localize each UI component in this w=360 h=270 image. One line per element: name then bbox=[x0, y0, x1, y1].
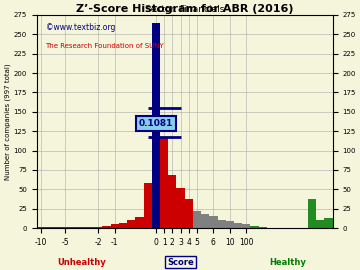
Bar bbox=[176, 188, 185, 228]
Bar bbox=[53, 227, 61, 228]
Bar bbox=[152, 23, 160, 228]
Bar bbox=[111, 224, 119, 228]
Text: Healthy: Healthy bbox=[269, 258, 306, 266]
Text: Score: Score bbox=[167, 258, 194, 266]
Bar bbox=[69, 227, 78, 228]
Bar bbox=[135, 217, 144, 228]
Bar bbox=[242, 224, 251, 228]
Bar bbox=[103, 226, 111, 228]
Bar bbox=[127, 220, 135, 228]
Bar bbox=[185, 199, 193, 228]
Bar bbox=[119, 223, 127, 228]
Bar bbox=[78, 227, 86, 228]
Bar bbox=[201, 214, 209, 228]
Bar bbox=[37, 227, 45, 228]
Bar bbox=[316, 220, 324, 228]
Bar bbox=[217, 220, 226, 228]
Text: 0.1081: 0.1081 bbox=[139, 119, 173, 128]
Bar bbox=[45, 227, 53, 228]
Bar bbox=[86, 227, 94, 228]
Bar bbox=[94, 227, 103, 228]
Y-axis label: Number of companies (997 total): Number of companies (997 total) bbox=[4, 63, 11, 180]
Bar bbox=[308, 200, 316, 228]
Title: Z’-Score Histogram for ABR (2016): Z’-Score Histogram for ABR (2016) bbox=[76, 4, 293, 14]
Bar bbox=[209, 217, 217, 228]
Bar bbox=[144, 183, 152, 228]
Bar bbox=[324, 218, 333, 228]
Bar bbox=[193, 211, 201, 228]
Bar bbox=[226, 221, 234, 228]
Bar bbox=[251, 226, 258, 228]
Bar bbox=[61, 227, 69, 228]
Text: Sector: Financials: Sector: Financials bbox=[145, 5, 224, 14]
Bar bbox=[168, 176, 176, 228]
Bar bbox=[258, 227, 267, 228]
Bar bbox=[160, 137, 168, 228]
Text: The Research Foundation of SUNY: The Research Foundation of SUNY bbox=[46, 43, 164, 49]
Text: ©www.textbiz.org: ©www.textbiz.org bbox=[46, 23, 115, 32]
Bar bbox=[234, 223, 242, 228]
Text: Unhealthy: Unhealthy bbox=[58, 258, 106, 266]
